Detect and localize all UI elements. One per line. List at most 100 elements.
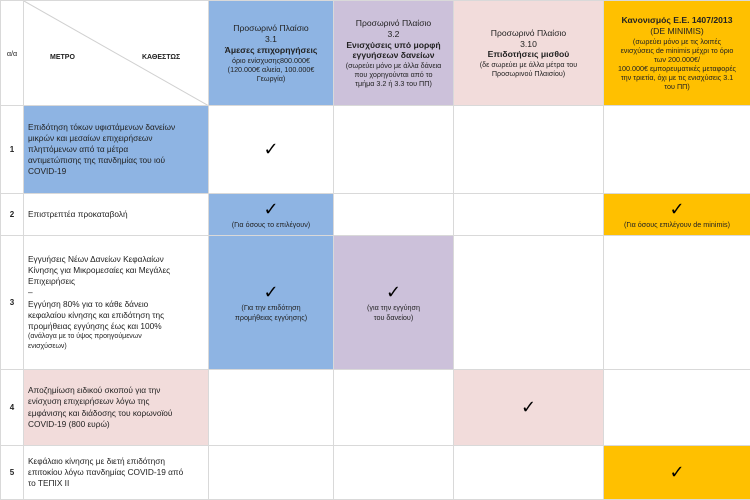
measure-text: Επιστρεπτέα προκαταβολή: [28, 209, 204, 220]
measure-text: το ΤΕΠΙΧ ΙΙ: [28, 478, 204, 489]
measure-text: αντιμετώπισης της πανδημίας του ιού: [28, 155, 204, 166]
cell-note: (Για την επιδότηση: [209, 303, 333, 312]
col-3-2-title: Προσωρινό Πλαίσιο: [334, 18, 453, 29]
measure-text: πληττόμενων από τα μέτρα: [28, 144, 204, 155]
col-dm-desc-5: την τριετία, όχι με τις ενισχύσεις 3.1: [604, 73, 750, 82]
col-3-10-desc-2: Προσωρινού Πλαισίου): [454, 69, 603, 78]
cell-3-1: ✓ (Για την επιδότηση προμήθειας εγγύησης…: [209, 236, 334, 370]
col-dm-desc-1: (σωρεύει μόνο με τις λοιπές: [604, 37, 750, 46]
measure-cell: Επιστρεπτέα προκαταβολή: [24, 194, 209, 236]
measure-cell: Κεφάλαιο κίνησης με διετή επιδότηση επιτ…: [24, 446, 209, 500]
table-row: 5 Κεφάλαιο κίνησης με διετή επιδότηση επ…: [1, 446, 750, 500]
header-katheston: ΚΑΘΕΣΤΩΣ: [142, 54, 180, 61]
header-col-3-10: Προσωρινό Πλαίσιο 3.10 Επιδοτήσεις μισθο…: [454, 1, 604, 106]
row-number: 5: [1, 446, 24, 500]
cell-3-10: [454, 194, 604, 236]
measure-text: Εγγύηση 80% για το κάθε δάνειο: [28, 299, 204, 310]
measure-text: κεφαλαίου κίνησης και επιδότηση της: [28, 310, 204, 321]
cell-note: του δανείου): [334, 313, 453, 322]
header-col-3-2: Προσωρινό Πλαίσιο 3.2 Ενισχύσεις υπό μορ…: [334, 1, 454, 106]
col-3-2-subtitle-2: εγγυήσεων δανείων: [334, 50, 453, 61]
measure-text: Επιχειρήσεις: [28, 276, 204, 287]
cell-3-10: ✓: [454, 370, 604, 446]
header-metro: ΜΕΤΡΟ: [50, 54, 75, 61]
col-dm-desc-6: του ΠΠ): [604, 82, 750, 91]
cell-3-1: [209, 446, 334, 500]
col-dm-title: Κανονισμός Ε.Ε. 1407/2013: [604, 15, 750, 26]
cell-3-10: [454, 106, 604, 194]
col-3-10-title: Προσωρινό Πλαίσιο: [454, 28, 603, 39]
checkmark-icon: ✓: [334, 283, 453, 303]
measure-cell: Αποζημίωση ειδικού σκοπού για την ενίσχυ…: [24, 370, 209, 446]
cell-3-2: [334, 194, 454, 236]
cell-note: (Για όσους το επιλέγουν): [209, 220, 333, 229]
col-3-1-number: 3.1: [209, 34, 333, 45]
row-number: 1: [1, 106, 24, 194]
cell-3-10: [454, 446, 604, 500]
table-row: 4 Αποζημίωση ειδικού σκοπού για την ενίσ…: [1, 370, 750, 446]
cell-3-2: ✓ (για την εγγύηση του δανείου): [334, 236, 454, 370]
col-3-10-subtitle: Επιδοτήσεις μισθού: [454, 49, 603, 60]
cell-3-1: ✓ (Για όσους το επιλέγουν): [209, 194, 334, 236]
cell-de-minimis: [604, 370, 750, 446]
header-metro-katheston-cell: ΜΕΤΡΟ ΚΑΘΕΣΤΩΣ: [24, 1, 209, 106]
col-dm-desc-2: ενισχύσεις de minimis μέχρι το όριο: [604, 46, 750, 55]
col-3-1-subtitle: Άμεσες επιχορηγήσεις: [209, 45, 333, 56]
measure-cell: Επιδότηση τόκων υφιστάμενων δανείων μικρ…: [24, 106, 209, 194]
col-3-10-number: 3.10: [454, 39, 603, 50]
cell-de-minimis: ✓: [604, 446, 750, 500]
measure-text: (ανάλογα με το ύψος προηγούμενων: [28, 332, 204, 341]
row-number: 4: [1, 370, 24, 446]
measure-text: Κεφάλαιο κίνησης με διετή επιδότηση: [28, 456, 204, 467]
checkmark-icon: ✓: [209, 200, 333, 220]
col-3-1-desc-2: (120.000€ αλιεία, 100.000€: [209, 65, 333, 74]
cell-3-1: [209, 370, 334, 446]
measure-text: ενίσχυση επιχειρήσεων λόγω της: [28, 396, 204, 407]
header-row: α/α ΜΕΤΡΟ ΚΑΘΕΣΤΩΣ Προσωρινό Πλαίσιο 3.1…: [1, 1, 750, 106]
checkmark-icon: ✓: [454, 398, 603, 418]
cell-note: προμήθειας εγγύησης): [209, 313, 333, 322]
measure-text: Εγγυήσεις Νέων Δανείων Κεφαλαίων: [28, 254, 204, 265]
col-3-2-subtitle-1: Ενισχύσεις υπό μορφή: [334, 40, 453, 51]
cell-note: (για την εγγύηση: [334, 303, 453, 312]
col-3-2-desc-1: (σωρεύει μόνο με άλλα δάνεια: [334, 61, 453, 70]
col-3-2-number: 3.2: [334, 29, 453, 40]
cell-de-minimis: [604, 236, 750, 370]
cell-3-2: [334, 370, 454, 446]
header-col-3-1: Προσωρινό Πλαίσιο 3.1 Άμεσες επιχορηγήσε…: [209, 1, 334, 106]
checkmark-icon: ✓: [604, 463, 750, 483]
col-3-1-title: Προσωρινό Πλαίσιο: [209, 23, 333, 34]
measure-text: –: [28, 287, 204, 298]
col-3-1-desc-3: Γεωργία): [209, 74, 333, 83]
col-dm-subtitle: (DE MINIMIS): [604, 26, 750, 37]
measure-text: μικρών και μεσαίων επιχειρήσεων: [28, 133, 204, 144]
cell-de-minimis: ✓ (Για όσους επιλέγουν de minimis): [604, 194, 750, 236]
measure-cell: Εγγυήσεις Νέων Δανείων Κεφαλαίων Κίνησης…: [24, 236, 209, 370]
header-col-de-minimis: Κανονισμός Ε.Ε. 1407/2013 (DE MINIMIS) (…: [604, 1, 750, 106]
header-aa: α/α: [7, 49, 17, 58]
measure-text: Κίνησης για Μικρομεσαίες και Μεγάλες: [28, 265, 204, 276]
col-3-10-desc-1: (δε σωρεύει με άλλα μέτρα του: [454, 60, 603, 69]
measure-text: εμφάνισης και διάδοσης του κορωνοϊού: [28, 408, 204, 419]
col-dm-desc-4: 100.000€ εμπορευματικές μεταφορές: [604, 64, 750, 73]
measure-text: Αποζημίωση ειδικού σκοπού για την: [28, 385, 204, 396]
cell-note: (Για όσους επιλέγουν de minimis): [604, 220, 750, 229]
col-3-2-desc-3: τμήμα 3.2 ή 3.3 του ΠΠ): [334, 79, 453, 88]
checkmark-icon: ✓: [209, 283, 333, 303]
col-3-1-desc-1: όριο ενίσχυσης800.000€: [209, 56, 333, 65]
measure-text: ενισχύσεων): [28, 342, 204, 351]
col-3-2-desc-2: που χορηγούνται από το: [334, 70, 453, 79]
row-number: 2: [1, 194, 24, 236]
cell-3-10: [454, 236, 604, 370]
table-row: 3 Εγγυήσεις Νέων Δανείων Κεφαλαίων Κίνησ…: [1, 236, 750, 370]
measure-text: επιτοκίου λόγω πανδημίας COVID-19 από: [28, 467, 204, 478]
table-row: 2 Επιστρεπτέα προκαταβολή ✓ (Για όσους τ…: [1, 194, 750, 236]
measure-text: COVID-19 (800 ευρώ): [28, 419, 204, 430]
measure-text: Επιδότηση τόκων υφιστάμενων δανείων: [28, 122, 204, 133]
measure-text: COVID-19: [28, 166, 204, 177]
cell-3-2: [334, 446, 454, 500]
table-row: 1 Επιδότηση τόκων υφιστάμενων δανείων μι…: [1, 106, 750, 194]
measure-text: προμήθειας εγγύησης έως και 100%: [28, 321, 204, 332]
cell-de-minimis: [604, 106, 750, 194]
